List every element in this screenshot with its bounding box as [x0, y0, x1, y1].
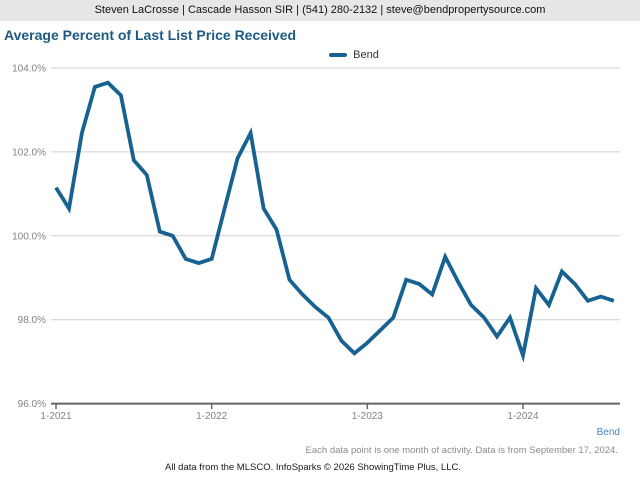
x-axis-label: 1-2023 [352, 411, 384, 422]
attribution: All data from the MLSCO. InfoSparks © 20… [164, 462, 461, 473]
x-axis-label: 1-2021 [40, 411, 72, 422]
y-axis-label: 100.0% [12, 231, 46, 242]
legend-line-swatch [329, 53, 348, 57]
legend-label: Bend [353, 49, 379, 61]
y-axis-label: 98.0% [18, 315, 46, 326]
y-axis-label: 102.0% [12, 147, 46, 158]
legend: Bend [0, 48, 640, 62]
data-note: Each data point is one month of activity… [305, 445, 618, 456]
series-line-bend [54, 80, 615, 363]
x-axis-label: 1-2022 [196, 411, 228, 422]
y-axis-label: 104.0% [12, 64, 46, 75]
page-title: Average Percent of Last List Price Recei… [4, 27, 297, 43]
contact-header: Steven LaCrosse | Cascade Hasson SIR | (… [0, 0, 640, 21]
series-footer-label: Bend [596, 427, 620, 438]
x-axis-label: 1-2024 [507, 411, 539, 422]
y-axis-label: 96.0% [18, 399, 46, 410]
